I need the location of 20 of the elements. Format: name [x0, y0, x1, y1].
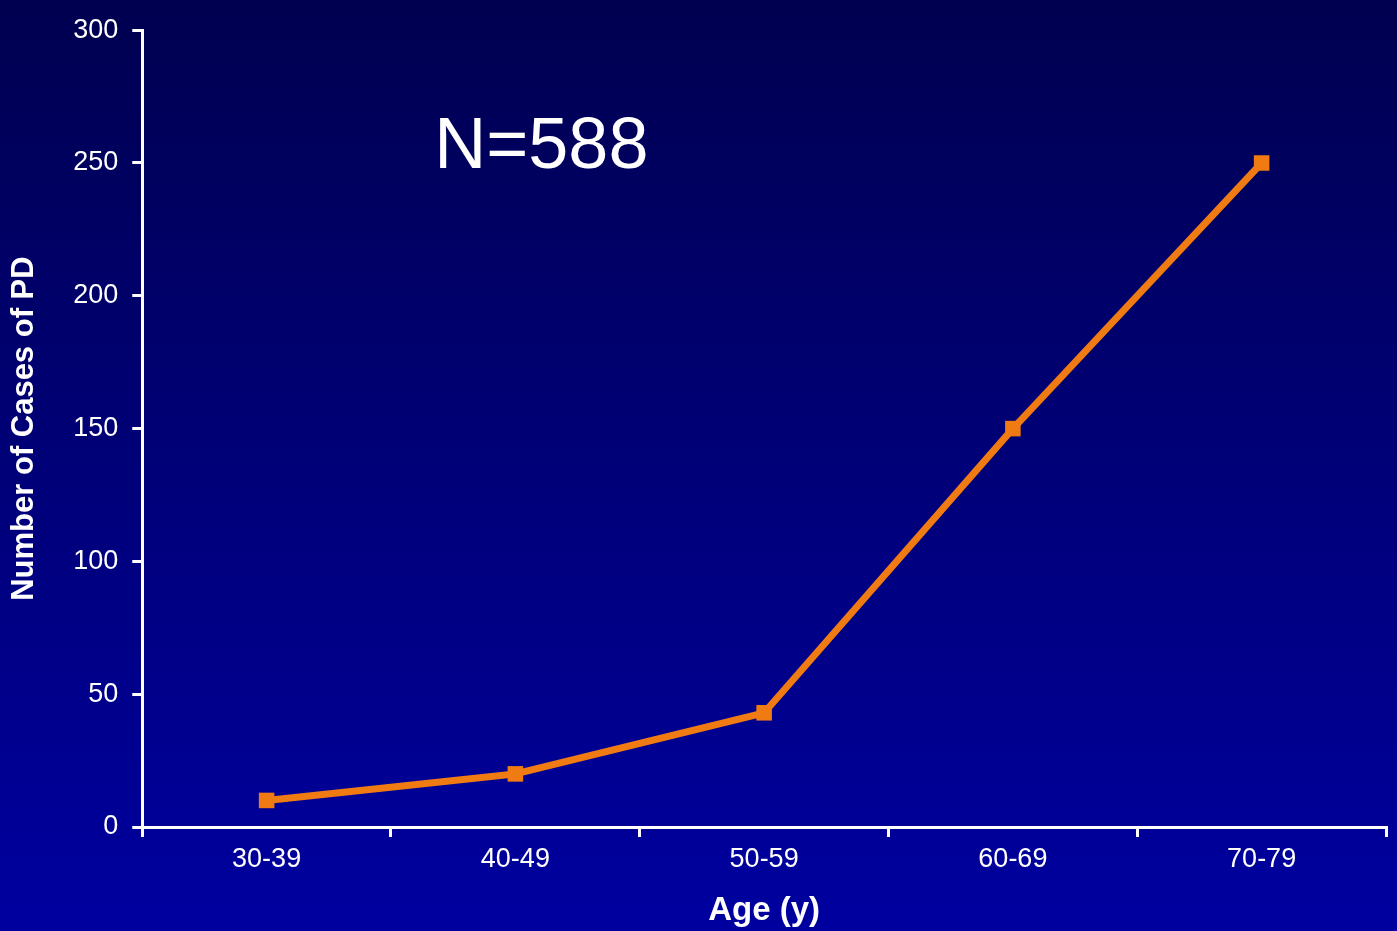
x-tick-label: 50-59: [729, 842, 799, 873]
point: [756, 705, 772, 721]
y-tick-label: 200: [73, 279, 119, 310]
annotation: N=588: [434, 103, 649, 184]
y-axis-title: Number of Cases of PD: [5, 256, 41, 601]
x-axis-title: Age (y): [708, 890, 821, 928]
y-tick-label: 0: [103, 810, 119, 841]
y-tick-label: 250: [73, 146, 119, 177]
point: [258, 792, 275, 809]
x-tick-label: 40-49: [480, 842, 550, 873]
point: [1005, 420, 1021, 437]
point: [507, 766, 524, 782]
y-tick-label: 100: [73, 544, 119, 575]
point: [1253, 155, 1270, 171]
x-tick-label: 60-69: [978, 842, 1048, 873]
y-tick-label: 50: [88, 677, 119, 708]
y-tick-label: 300: [73, 13, 119, 44]
y-tick-label: 150: [73, 412, 119, 443]
x-tick-label: 30-39: [232, 842, 302, 873]
x-tick-label: 70-79: [1227, 842, 1297, 873]
